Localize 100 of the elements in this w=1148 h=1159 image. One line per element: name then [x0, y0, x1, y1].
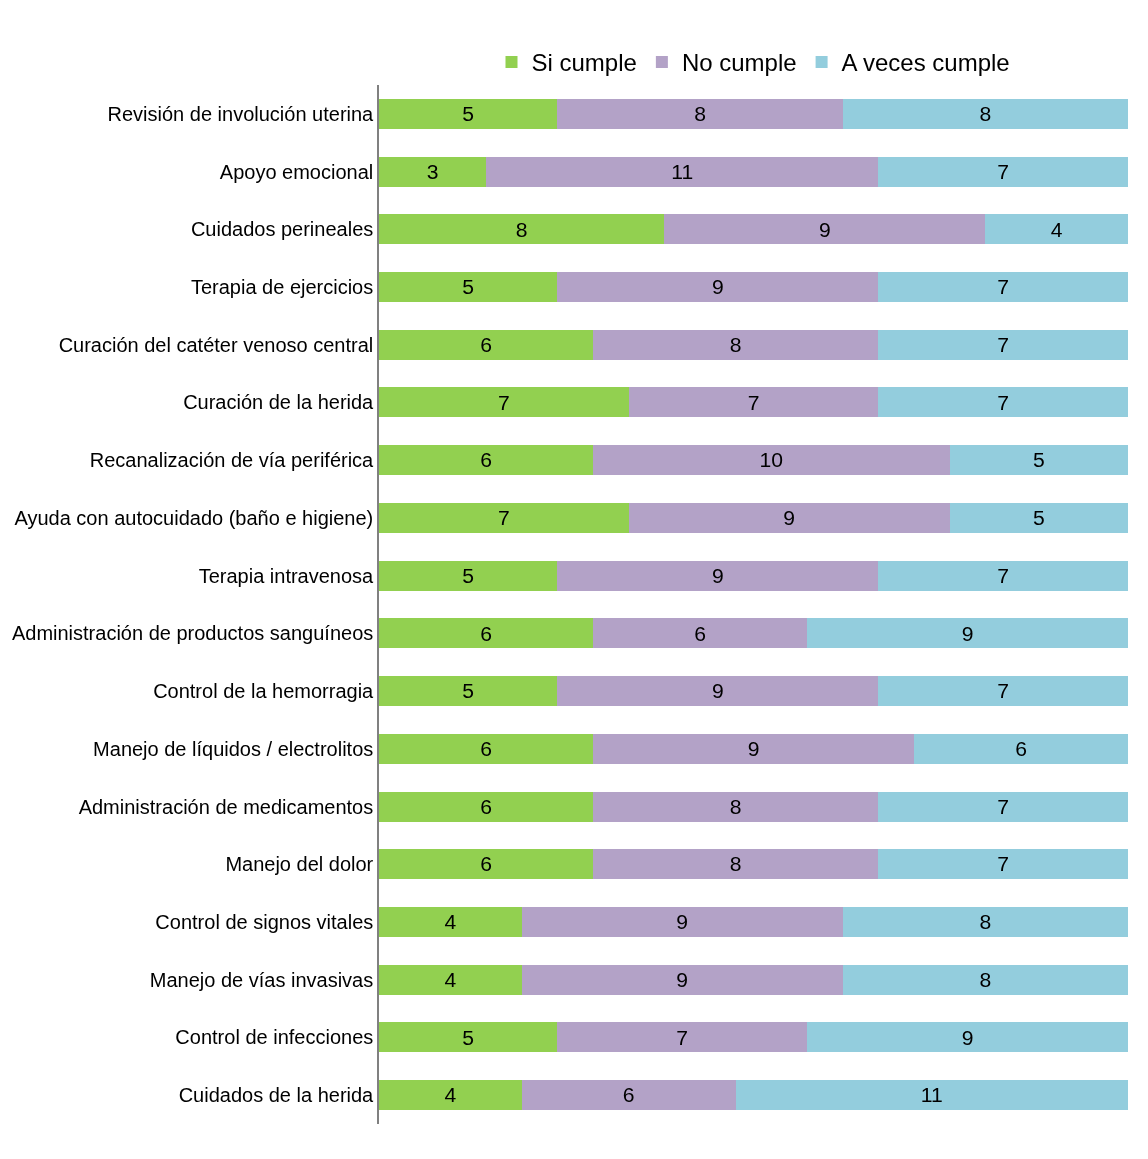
y-tick-label: Manejo del dolor: [225, 853, 374, 876]
y-tick-label: Terapia intravenosa: [198, 564, 375, 587]
data-label: 5: [462, 679, 475, 703]
y-tick-label: Revisión de involución uterina: [107, 102, 375, 125]
bar: [557, 272, 879, 303]
data-label: 9: [676, 910, 689, 934]
bar: [521, 964, 843, 995]
bar: [593, 791, 879, 822]
data-label: 4: [444, 910, 457, 934]
bar: [379, 387, 629, 418]
data-label: 9: [818, 217, 831, 241]
data-label: 8: [979, 967, 992, 991]
data-label: 3: [426, 159, 439, 183]
data-label: 7: [676, 1025, 689, 1049]
data-label: 5: [462, 275, 475, 299]
data-label: 11: [671, 159, 694, 183]
data-label: 6: [480, 852, 492, 876]
y-tick-label: Manejo de vías invasivas: [149, 968, 374, 991]
y-tick-label: Manejo de líquidos / electrolitos: [93, 737, 374, 760]
bar: [379, 502, 629, 533]
data-label: 7: [497, 390, 510, 414]
data-label: 8: [515, 217, 528, 241]
data-label: 4: [444, 967, 457, 991]
bar: [878, 849, 1128, 880]
bar: [557, 1022, 807, 1053]
bar: [628, 502, 950, 533]
bar: [949, 445, 1128, 476]
bar: [593, 733, 914, 764]
data-label: 6: [480, 332, 492, 356]
bar: [486, 156, 879, 187]
bar: [379, 849, 593, 880]
bar: [379, 676, 558, 707]
bar: [379, 733, 593, 764]
data-label: 7: [997, 159, 1010, 183]
y-tick-label: Cuidados de la herida: [178, 1084, 375, 1107]
bar: [521, 1080, 736, 1111]
bar: [379, 560, 558, 591]
bar: [379, 98, 558, 129]
legend-label: A veces cumple: [841, 49, 1010, 77]
bar: [878, 156, 1128, 187]
data-label: 7: [997, 852, 1010, 876]
legend-label: Si cumple: [531, 49, 637, 77]
bar: [842, 906, 1128, 937]
y-tick-label: Control de signos vitales: [155, 910, 374, 933]
bar: [878, 560, 1128, 591]
bar: [878, 387, 1128, 418]
bar: [379, 214, 665, 245]
bar: [379, 791, 593, 822]
bar: [379, 272, 558, 303]
bar: [985, 214, 1128, 245]
data-label: 4: [1050, 217, 1063, 241]
bar: [379, 1080, 522, 1111]
bar: [379, 964, 522, 995]
bar: [664, 214, 986, 245]
bar: [807, 618, 1128, 649]
data-label: 6: [480, 448, 492, 472]
data-label: 5: [462, 1025, 475, 1049]
bar: [628, 387, 879, 418]
bar: [379, 329, 593, 360]
y-tick-label: Administración de productos sanguíneos: [11, 622, 374, 645]
data-label: 10: [759, 448, 784, 472]
data-label: 11: [920, 1083, 943, 1107]
data-label: 6: [622, 1083, 635, 1107]
bar: [557, 98, 843, 129]
bar: [379, 445, 593, 476]
data-label: 7: [997, 275, 1010, 299]
data-label: 9: [783, 506, 796, 530]
data-label: 6: [480, 794, 492, 818]
data-label: 5: [462, 563, 475, 587]
legend-label: No cumple: [681, 49, 797, 77]
bar: [593, 329, 879, 360]
data-label: 7: [997, 332, 1010, 356]
bar: [557, 676, 879, 707]
data-label: 8: [729, 332, 742, 356]
bar: [379, 618, 593, 649]
data-label: 9: [961, 1025, 974, 1049]
data-label: 8: [979, 102, 992, 126]
y-tick-label: Curación del catéter venoso central: [58, 333, 374, 356]
bar: [878, 791, 1128, 822]
bar: [379, 156, 486, 187]
data-label: 9: [711, 563, 724, 587]
data-label: 7: [997, 563, 1010, 587]
data-label: 8: [729, 794, 742, 818]
y-tick-label: Apoyo emocional: [219, 160, 374, 183]
bar: [842, 98, 1128, 129]
y-tick-label: Control de infecciones: [175, 1026, 374, 1049]
data-label: 5: [1032, 506, 1045, 530]
data-label: 9: [747, 737, 760, 761]
data-label: 7: [997, 390, 1010, 414]
data-label: 7: [497, 506, 510, 530]
data-label: 8: [729, 852, 742, 876]
bar: [379, 1022, 558, 1053]
bar: [807, 1022, 1128, 1053]
data-label: 4: [444, 1083, 457, 1107]
bar: [557, 560, 879, 591]
bar: [593, 618, 807, 649]
data-label: 6: [480, 737, 492, 761]
y-tick-label: Control de la hemorragia: [153, 680, 375, 703]
data-label: 9: [961, 621, 974, 645]
data-label: 9: [676, 967, 689, 991]
